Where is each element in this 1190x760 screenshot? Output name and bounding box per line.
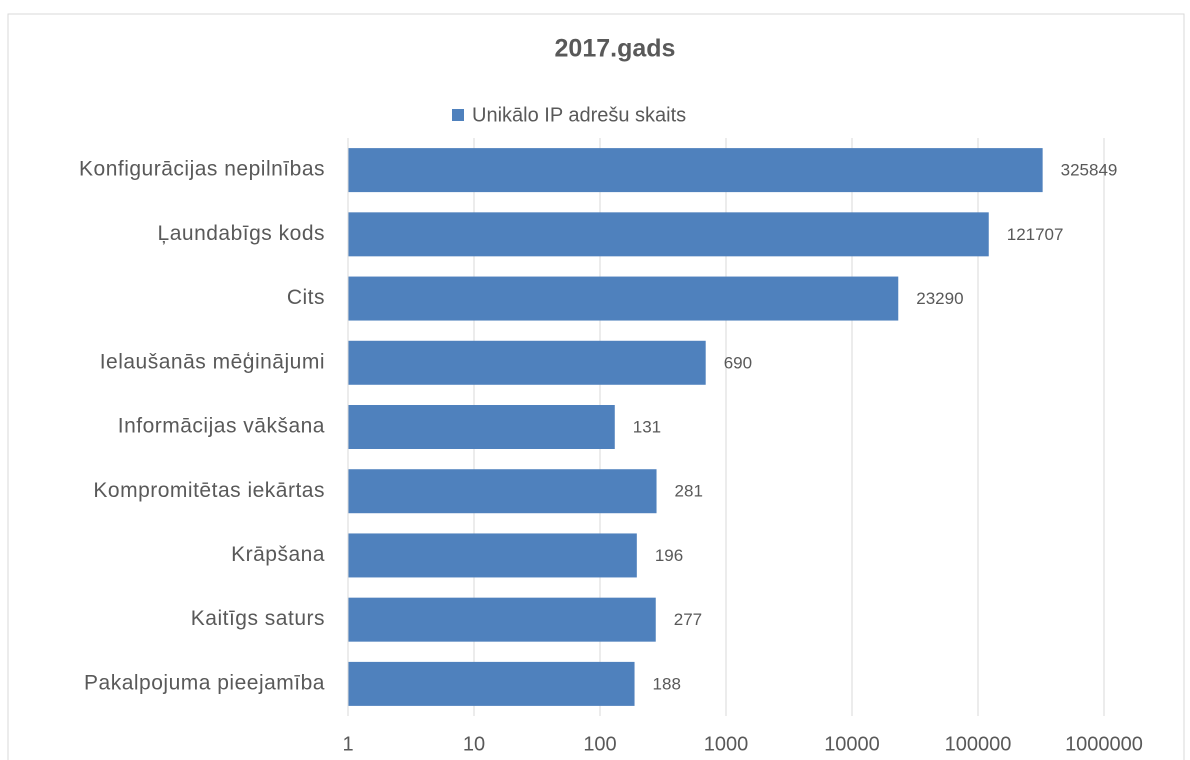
bar: [348, 597, 656, 642]
y-tick-label: Kaitīgs saturs: [191, 607, 325, 630]
x-tick-label: 1000000: [1065, 733, 1143, 755]
bar: [348, 148, 1043, 193]
bar: [348, 661, 635, 706]
chart-title: 2017.gads: [555, 35, 676, 63]
x-tick-label: 100000: [945, 733, 1012, 755]
value-label: 131: [633, 417, 661, 436]
bar: [348, 405, 615, 449]
value-label: 277: [674, 610, 702, 629]
y-tick-label: Konfigurācijas nepilnības: [79, 158, 325, 181]
x-tick-label: 1000: [704, 733, 749, 755]
value-label: 325849: [1061, 161, 1118, 180]
value-label: 690: [724, 353, 752, 372]
x-tick-label: 100: [583, 733, 616, 755]
y-tick-label: Informācijas vākšana: [118, 415, 325, 438]
value-label: 23290: [916, 289, 963, 308]
y-tick-label: Ielaušanās mēģinājumi: [100, 350, 325, 373]
value-label: 121707: [1007, 225, 1064, 244]
y-tick-label: Cits: [287, 286, 325, 309]
bar: [348, 469, 657, 514]
legend-swatch: [452, 109, 464, 121]
y-tick-label: Pakalpojuma pieejamība: [84, 671, 325, 694]
value-label: 281: [675, 482, 703, 501]
value-label: 188: [653, 674, 681, 693]
x-tick-label: 1: [342, 733, 353, 755]
value-label: 196: [655, 546, 683, 565]
bar: [348, 533, 637, 578]
bar: [348, 212, 989, 257]
legend-label: Unikālo IP adrešu skaits: [472, 104, 686, 126]
bar: [348, 276, 899, 321]
x-tick-label: 10000: [824, 733, 880, 755]
x-tick-label: 10: [463, 733, 485, 755]
bar: [348, 340, 706, 385]
y-tick-label: Kompromitētas iekārtas: [93, 479, 325, 502]
y-tick-label: Ļaundabīgs kods: [158, 222, 325, 245]
y-tick-label: Krāpšana: [231, 543, 325, 566]
